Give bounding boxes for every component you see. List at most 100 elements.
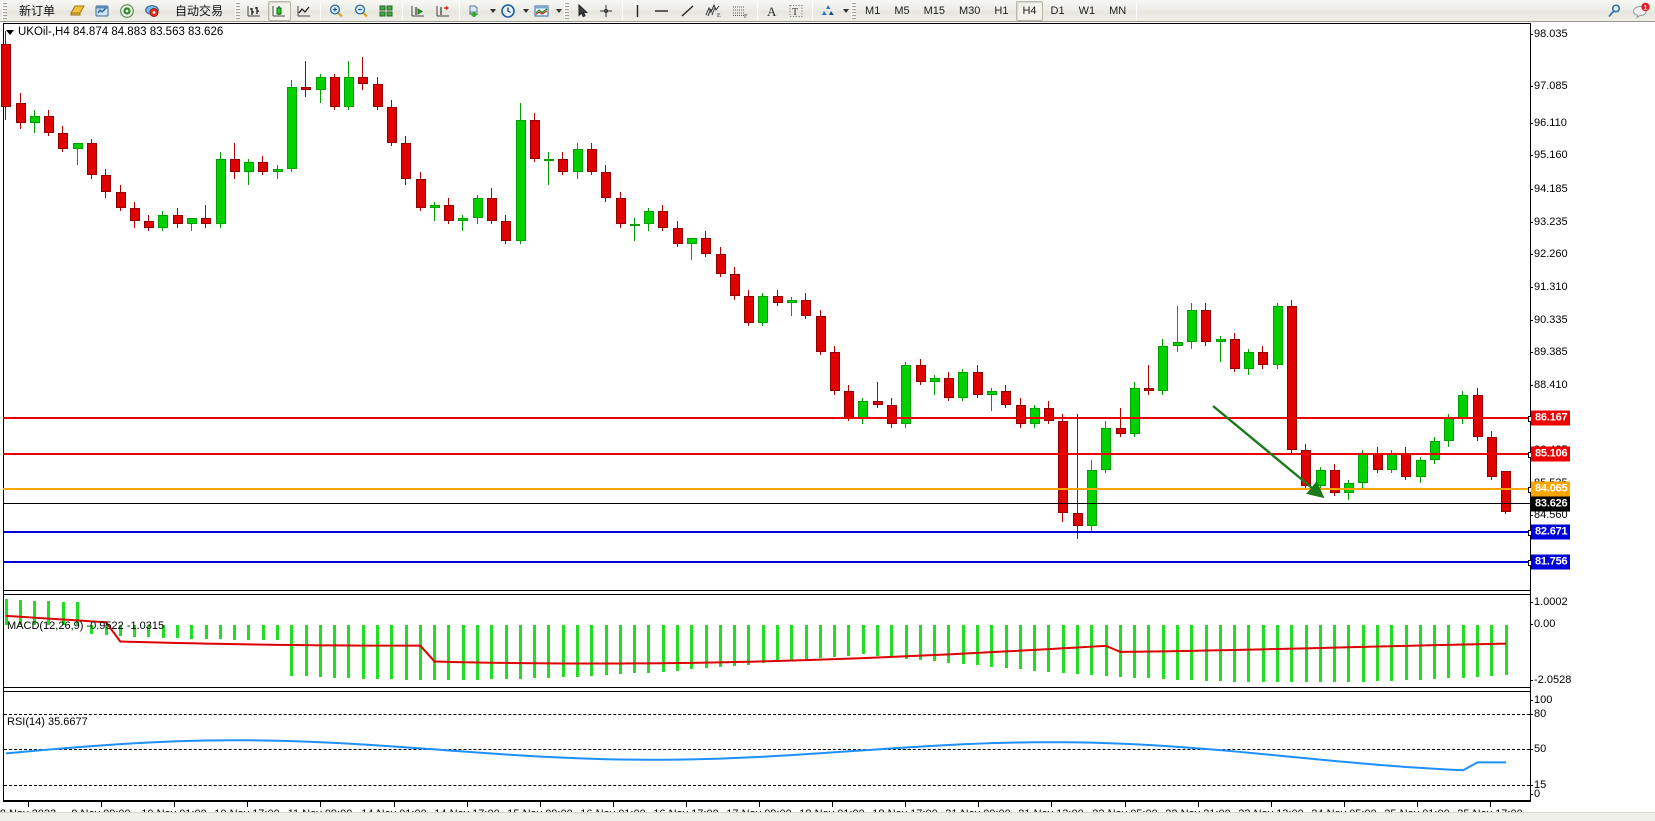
- candlestick: [1, 31, 11, 120]
- cursor-icon[interactable]: [572, 1, 593, 21]
- macd-histogram-bar: [1118, 624, 1122, 677]
- trendline-icon[interactable]: [676, 1, 699, 21]
- autotrade-button[interactable]: 自动交易: [166, 1, 232, 21]
- macd-histogram-bar: [661, 624, 665, 672]
- macd-histogram-bar: [204, 624, 208, 639]
- text-label-icon[interactable]: T: [785, 1, 808, 21]
- rsi-tick-80: 80: [1529, 708, 1547, 720]
- tile-windows-icon[interactable]: [375, 1, 398, 21]
- toolbar-grip-2[interactable]: [235, 1, 241, 20]
- candlestick: [44, 109, 54, 136]
- macd-indicator-label[interactable]: MACD(12,26,9) -0.9522 -1.0315: [7, 620, 165, 632]
- pane-separator-main-macd: [3, 590, 1531, 591]
- macd-histogram-bar: [4, 599, 8, 625]
- crosshair-icon[interactable]: [595, 1, 618, 21]
- symbol-header[interactable]: UKOil-,H4 84.874 84.883 83.563 83.626: [6, 26, 223, 38]
- search-icon[interactable]: [1602, 1, 1626, 21]
- macd-histogram-bar: [690, 624, 694, 670]
- autotrade-icon[interactable]: [141, 1, 164, 21]
- status-badge-pivot: 84.065: [1531, 481, 1571, 497]
- chart-container[interactable]: UKOil-,H4 84.874 84.883 83.563 83.626 98…: [0, 22, 1655, 821]
- macd-histogram-bar: [518, 624, 522, 679]
- horizontal-scrollbar[interactable]: [0, 812, 1655, 821]
- page-title: UKOil-,H4 84.874 84.883 83.563 83.626: [18, 26, 224, 38]
- time-axis-tick: [759, 802, 760, 807]
- open-chart-icon[interactable]: [91, 1, 114, 21]
- indicators-icon[interactable]: [464, 1, 487, 21]
- candlestick: [758, 293, 768, 326]
- period-dropdown-caret[interactable]: [523, 8, 530, 13]
- chart-shift-icon[interactable]: [432, 1, 455, 21]
- period-clock-icon[interactable]: [497, 1, 520, 21]
- line-chart-icon[interactable]: [293, 1, 316, 21]
- macd-histogram-bar: [1018, 624, 1022, 670]
- timeframe-m30[interactable]: M30: [959, 4, 981, 17]
- macd-tick-min: -2.0528: [1529, 674, 1572, 686]
- price-tick: 91.310: [1530, 281, 1568, 293]
- macd-histogram-bar: [633, 624, 637, 674]
- price-level-line-support-1[interactable]: [3, 530, 1534, 536]
- macd-histogram-bar: [333, 624, 337, 678]
- candlestick: [1473, 388, 1483, 441]
- indicators-dropdown-caret[interactable]: [490, 8, 497, 13]
- candlestick: [173, 208, 183, 228]
- timeframe-m15[interactable]: M15: [923, 4, 945, 17]
- macd-histogram-bar: [347, 624, 351, 679]
- time-axis-tick: [394, 802, 395, 807]
- candlestick-chart-icon[interactable]: [268, 0, 292, 21]
- candlestick: [1058, 414, 1068, 523]
- macd-histogram-bar: [804, 624, 808, 660]
- chevron-down-icon[interactable]: [6, 29, 14, 35]
- folder-icon[interactable]: [66, 1, 89, 21]
- toolbar-separator-1: [320, 1, 322, 20]
- macd-histogram-bar: [318, 624, 322, 678]
- shapes-dropdown-caret[interactable]: [843, 8, 850, 13]
- candlestick: [187, 217, 197, 231]
- toolbar-grip-3[interactable]: [564, 1, 570, 20]
- timeframe-d1[interactable]: D1: [1050, 4, 1065, 17]
- text-icon[interactable]: A: [762, 1, 783, 21]
- macd-histogram-bar: [990, 624, 994, 667]
- macd-histogram-bar: [1275, 624, 1279, 683]
- candlestick: [716, 247, 726, 277]
- market-watch-icon[interactable]: [116, 1, 139, 21]
- templates-dropdown-caret[interactable]: [556, 8, 563, 13]
- horizontal-line-icon[interactable]: [649, 1, 674, 21]
- candlestick: [73, 142, 83, 166]
- elliott-wave-icon[interactable]: E: [701, 1, 726, 21]
- macd-histogram-bar: [1175, 624, 1179, 680]
- candlestick: [158, 211, 168, 231]
- candlestick: [1101, 420, 1111, 474]
- zoom-in-icon[interactable]: [325, 1, 348, 21]
- macd-histogram-bar: [1004, 624, 1008, 669]
- auto-scroll-icon[interactable]: [407, 1, 430, 21]
- zoom-out-icon[interactable]: [350, 1, 373, 21]
- timeframe-h1[interactable]: H1: [994, 4, 1009, 17]
- timeframe-h4[interactable]: H4: [1016, 0, 1043, 21]
- toolbar-grip-4[interactable]: [851, 1, 857, 20]
- candlestick: [958, 368, 968, 402]
- fibonacci-icon[interactable]: F: [728, 1, 753, 21]
- candlestick: [1287, 299, 1297, 454]
- timeframe-w1[interactable]: W1: [1078, 4, 1096, 17]
- vertical-line-icon[interactable]: [627, 1, 647, 21]
- timeframe-mn[interactable]: MN: [1109, 4, 1127, 17]
- macd-histogram-bar: [575, 624, 579, 677]
- bearish-projection-arrow[interactable]: [1205, 400, 1340, 515]
- candlestick: [901, 362, 911, 428]
- timeframe-m1[interactable]: M1: [865, 4, 881, 17]
- candlestick: [516, 103, 526, 245]
- bar-chart-icon[interactable]: [243, 1, 266, 21]
- candlestick: [458, 214, 468, 231]
- rsi-tick-50: 50: [1529, 743, 1547, 755]
- macd-histogram-bar: [47, 601, 51, 625]
- shapes-icon[interactable]: [817, 1, 840, 21]
- toolbar-separator-7: [1136, 1, 1138, 20]
- timeframe-m5[interactable]: M5: [894, 4, 910, 17]
- rsi-indicator-label[interactable]: RSI(14) 35.6677: [7, 716, 88, 728]
- templates-icon[interactable]: [530, 1, 553, 21]
- price-level-line-support-2[interactable]: [3, 560, 1534, 566]
- new-order-button[interactable]: 新订单: [10, 1, 64, 21]
- toolbar-grip[interactable]: [2, 1, 7, 20]
- alerts-icon[interactable]: 1: [1628, 1, 1654, 21]
